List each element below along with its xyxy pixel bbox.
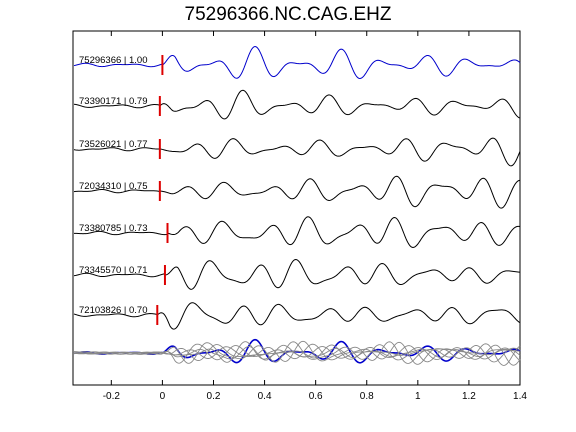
x-axis: -0.2 0 0.2 0.4 0.6 0.8 1 1.2 1.4 <box>103 31 527 402</box>
stack-waveform <box>73 341 521 364</box>
trace-waveform <box>73 258 521 290</box>
trace-waveform <box>74 216 521 248</box>
trace-waveform <box>73 46 521 80</box>
trace-2: 73390171 | 0.79 <box>73 89 521 120</box>
trace-label: 73345570 | 0.71 <box>79 265 148 276</box>
stack-waveform <box>73 343 521 364</box>
x-tick-label: 0.2 <box>207 391 221 402</box>
trace-label: 75296366 | 1.00 <box>79 55 148 66</box>
trace-label: 72103826 | 0.70 <box>79 305 148 316</box>
trace-label: 73526021 | 0.77 <box>79 139 148 150</box>
axes-frame <box>72 30 521 386</box>
trace-4: 72034310 | 0.75 <box>73 175 521 209</box>
trace-7: 72103826 | 0.70 <box>73 302 521 330</box>
x-tick-label: 1.4 <box>513 391 527 402</box>
x-tick-label: 0.8 <box>360 391 374 402</box>
x-tick-label: 0.6 <box>309 391 323 402</box>
trace-waveform <box>73 302 521 330</box>
chart-title: 75296366.NC.CAG.EHZ <box>184 4 392 25</box>
x-tick-label: -0.2 <box>103 391 121 402</box>
trace-6: 73345570 | 0.71 <box>73 258 521 290</box>
trace-label: 73380785 | 0.73 <box>79 223 148 234</box>
x-tick-label: 0 <box>160 391 166 402</box>
trace-waveform <box>73 89 521 120</box>
trace-label: 73390171 | 0.79 <box>79 96 148 107</box>
trace-5: 73380785 | 0.73 <box>74 216 521 248</box>
x-tick-label: 1 <box>415 391 421 402</box>
traces-layer: 75296366 | 1.00 73390171 | 0.79 73526021 |… <box>73 46 521 366</box>
trace-1: 75296366 | 1.00 <box>73 46 521 80</box>
stacked-traces <box>73 338 521 366</box>
trace-waveform <box>73 175 521 209</box>
x-tick-label: 0.4 <box>258 391 272 402</box>
x-tick-label: 1.2 <box>462 391 476 402</box>
trace-label: 72034310 | 0.75 <box>79 181 148 192</box>
trace-waveform <box>73 137 521 167</box>
trace-3: 73526021 | 0.77 <box>73 137 521 167</box>
